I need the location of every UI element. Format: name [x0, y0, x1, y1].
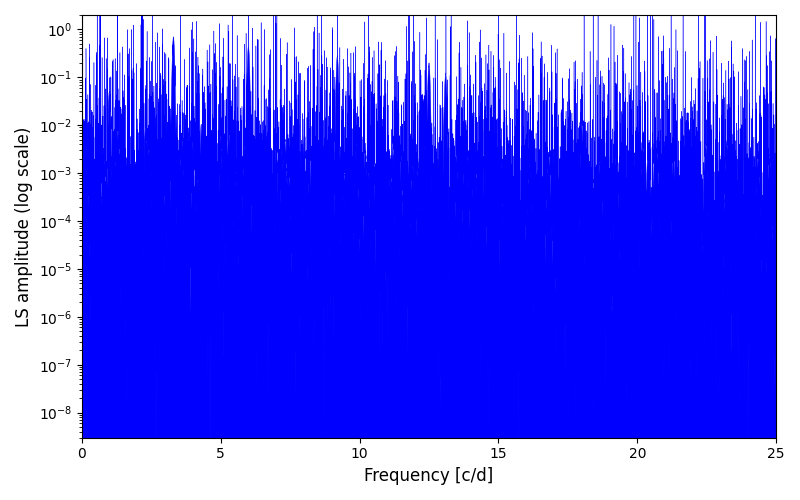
Y-axis label: LS amplitude (log scale): LS amplitude (log scale): [15, 126, 33, 326]
X-axis label: Frequency [c/d]: Frequency [c/d]: [364, 467, 494, 485]
